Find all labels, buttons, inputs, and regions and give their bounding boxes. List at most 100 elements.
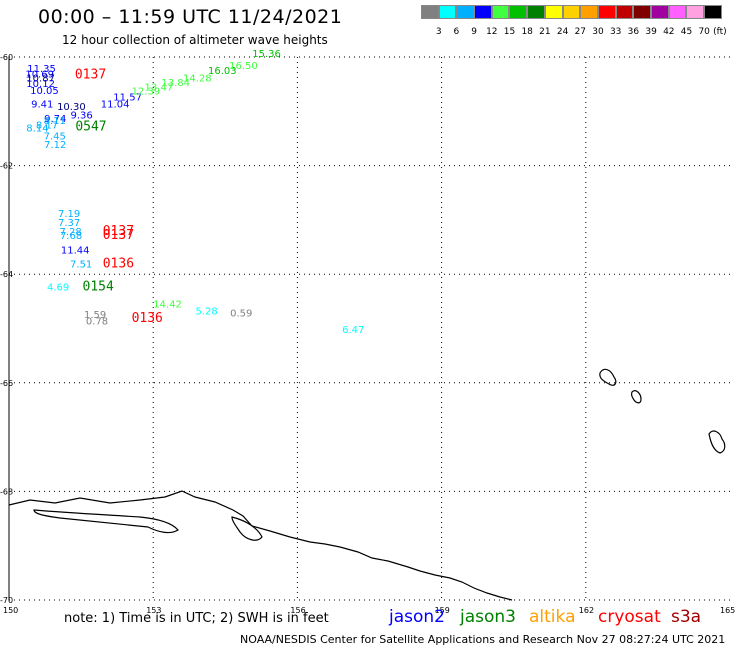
legend-label: 30	[592, 27, 604, 37]
lat-tick-label: -68	[0, 487, 13, 496]
legend-swatch	[597, 5, 616, 19]
legend-label: 36	[627, 27, 640, 37]
legend-label: 12	[486, 27, 498, 37]
lon-tick-label: 162	[579, 606, 594, 615]
wave-height-label: 7.28	[59, 227, 81, 238]
wave-height-label: 7.45	[44, 132, 66, 143]
wave-height-label: 0.59	[230, 309, 252, 320]
pass-time-label: 0136	[132, 311, 163, 326]
lon-tick-label: 156	[290, 606, 305, 615]
coastline	[8, 368, 726, 601]
legend-swatch	[615, 5, 634, 19]
map-subtitle: 12 hour collection of altimeter wave hei…	[62, 33, 328, 47]
lon-tick-label: 159	[435, 606, 450, 615]
satellite-label: jason2	[389, 607, 445, 627]
satellite-label: cryosat	[598, 607, 661, 627]
map-title: 00:00 – 11:59 UTC 11/24/2021	[38, 6, 343, 28]
wave-height-label: 9.41	[31, 99, 53, 110]
legend-label: 45	[680, 27, 693, 37]
pass-time-label: 0154	[83, 279, 114, 294]
map-grid	[8, 56, 730, 601]
satellite-label: s3a	[671, 607, 702, 627]
legend-label: (ft)	[713, 27, 727, 37]
lat-tick-label: -66	[0, 379, 13, 388]
wave-height-label: 11.04	[101, 99, 130, 110]
wave-height-label: 0.78	[86, 317, 108, 328]
legend-swatch	[509, 5, 528, 19]
wave-height-label: 10.12	[26, 79, 55, 90]
legend-swatch	[544, 5, 563, 19]
wave-height-label: 10.30	[57, 102, 86, 113]
pass-time-label: 0137	[103, 228, 134, 243]
ice-shelf-outline	[33, 509, 179, 534]
wave-height-label: 14.28	[183, 73, 212, 84]
coast-inlet-outline	[231, 516, 263, 541]
wave-height-label: 15.36	[252, 49, 281, 60]
pass-time-label: 0547	[75, 119, 106, 134]
wave-height-label: 16.50	[229, 61, 258, 72]
antarctic-coastline	[8, 490, 513, 601]
legend-swatch	[438, 5, 457, 19]
lat-tick-label: -62	[0, 162, 13, 171]
wave-height-label: 11.57	[113, 92, 142, 103]
lon-tick-label: 153	[146, 606, 161, 615]
wave-height-label: 16.03	[208, 66, 237, 77]
legend-swatch	[421, 5, 439, 19]
legend-label: 42	[663, 27, 675, 37]
wave-height-label: 10.69	[25, 70, 54, 81]
legend-swatch	[474, 5, 492, 19]
legend-swatch	[704, 5, 722, 19]
legend-label: 3	[435, 27, 442, 37]
legend-swatch	[668, 5, 687, 19]
wave-height-label: 1.59	[84, 310, 106, 321]
legend-swatch	[491, 5, 510, 19]
wave-height-label: 7.51	[70, 260, 92, 271]
legend-label: 6	[453, 27, 460, 37]
legend-label: 18	[521, 27, 533, 37]
legend-label: 24	[556, 27, 569, 37]
wave-height-label: 8.14	[26, 123, 48, 134]
satellite-label: altika	[529, 607, 576, 627]
lat-tick-label: -70	[0, 596, 13, 605]
wave-height-label: 11.44	[61, 246, 90, 257]
wave-height-label: 4.69	[47, 282, 69, 293]
wave-height-label: 8.17	[36, 121, 58, 132]
legend-label: 33	[609, 27, 622, 37]
legend-swatch	[686, 5, 704, 19]
wave-height-label: 8.11	[44, 116, 66, 127]
legend-label: 15	[503, 27, 516, 37]
legend-swatch	[527, 5, 545, 19]
legend-swatch	[456, 5, 475, 19]
footer-note: note: 1) Time is in UTC; 2) SWH is in fe…	[64, 611, 329, 626]
lat-tick-label: -60	[0, 53, 13, 62]
wave-height-label: 13.47	[145, 83, 174, 94]
island-outline	[631, 390, 642, 404]
wave-height-label: 5.28	[195, 306, 217, 317]
legend-label: 9	[471, 27, 477, 37]
pass-time-label: 0137	[103, 224, 134, 239]
wave-height-label: 6.47	[342, 325, 364, 336]
lon-tick-label: 165	[720, 606, 735, 615]
wave-height-label: 9.36	[71, 110, 93, 121]
legend-swatch	[633, 5, 651, 19]
color-scale-legend: 3 6 9 12 15 18 21 24 27 30 33 36 39 42 45 70 (ft)	[421, 5, 727, 37]
wave-height-label: 10.05	[30, 86, 59, 97]
island-outline	[599, 368, 617, 386]
pass-time-label: 0136	[103, 257, 134, 272]
island-outline	[708, 430, 726, 454]
wave-height-label: 7.68	[60, 231, 82, 242]
legend-swatch	[562, 5, 581, 19]
wave-height-label: 11.35	[27, 64, 56, 75]
wave-height-label: 12.39	[132, 86, 161, 97]
lat-tick-label: -64	[0, 270, 13, 279]
legend-label: 21	[539, 27, 551, 37]
legend-label: 39	[645, 27, 657, 37]
wave-height-label: 10.87	[26, 73, 55, 84]
wave-height-label: 13.84	[161, 78, 190, 89]
credit-line: NOAA/NESDIS Center for Satellite Applica…	[240, 633, 726, 646]
wave-height-label: 7.12	[44, 140, 66, 151]
legend-label: 70	[698, 27, 710, 37]
